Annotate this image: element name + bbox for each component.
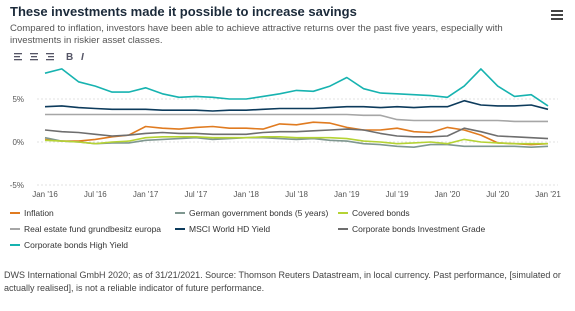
legend-label: MSCI World HD Yield [189, 224, 270, 234]
y-tick-label: -5% [10, 181, 24, 190]
y-tick-label: 0% [12, 138, 24, 147]
legend-item[interactable]: MSCI World HD Yield [175, 224, 270, 234]
series-line [45, 113, 548, 123]
series-line [44, 68, 549, 107]
italic-button[interactable]: I [81, 52, 84, 63]
legend-item[interactable]: Inflation [10, 208, 54, 218]
legend-label: German government bonds (5 years) [189, 208, 329, 218]
align-center-button[interactable] [30, 53, 38, 61]
series-line [44, 136, 548, 145]
x-tick-label: Jan '17 [133, 190, 159, 199]
chart-title: These investments made it possible to in… [10, 4, 357, 19]
source-note: DWS International GmbH 2020; as of 31/21… [4, 270, 561, 293]
series-line [44, 99, 549, 112]
legend-item[interactable]: Covered bonds [338, 208, 410, 218]
x-tick-label: Jul '17 [184, 190, 207, 199]
legend-label: Covered bonds [352, 208, 410, 218]
legend-item[interactable]: Corporate bonds Investment Grade [338, 224, 486, 234]
series-line [44, 136, 549, 148]
legend-label: Inflation [24, 208, 54, 218]
x-tick-label: Jul '20 [486, 190, 509, 199]
legend-label: Real estate fund grundbesitz europa [24, 224, 161, 234]
menu-icon[interactable] [551, 10, 563, 20]
x-tick-label: Jul '16 [84, 190, 107, 199]
x-tick-label: Jan '18 [233, 190, 259, 199]
x-tick-label: Jul '19 [386, 190, 409, 199]
x-tick-label: Jul '18 [285, 190, 308, 199]
align-right-button[interactable] [46, 53, 54, 61]
series-line [44, 127, 549, 140]
x-tick-label: Jan '21 [535, 190, 561, 199]
x-tick-label: Jan '16 [32, 190, 58, 199]
legend-item[interactable]: Corporate bonds High Yield [10, 240, 128, 250]
align-left-button[interactable] [14, 53, 22, 61]
x-tick-label: Jan '19 [334, 190, 360, 199]
legend-item[interactable]: German government bonds (5 years) [175, 208, 329, 218]
y-tick-label: 5% [12, 95, 24, 104]
legend-label: Corporate bonds High Yield [24, 240, 128, 250]
chart-subtitle: Compared to inflation, investors have be… [10, 23, 503, 46]
x-tick-label: Jan '20 [435, 190, 461, 199]
legend-label: Corporate bonds Investment Grade [352, 224, 486, 234]
chart: B I -5% 0% 5% Jan '16 Jul '16 Jan '17 Jul '17 J… [10, 10, 563, 250]
bold-button[interactable]: B [66, 52, 73, 63]
legend-item[interactable]: Real estate fund grundbesitz europa [10, 224, 161, 234]
toolbar: B I [14, 52, 84, 63]
